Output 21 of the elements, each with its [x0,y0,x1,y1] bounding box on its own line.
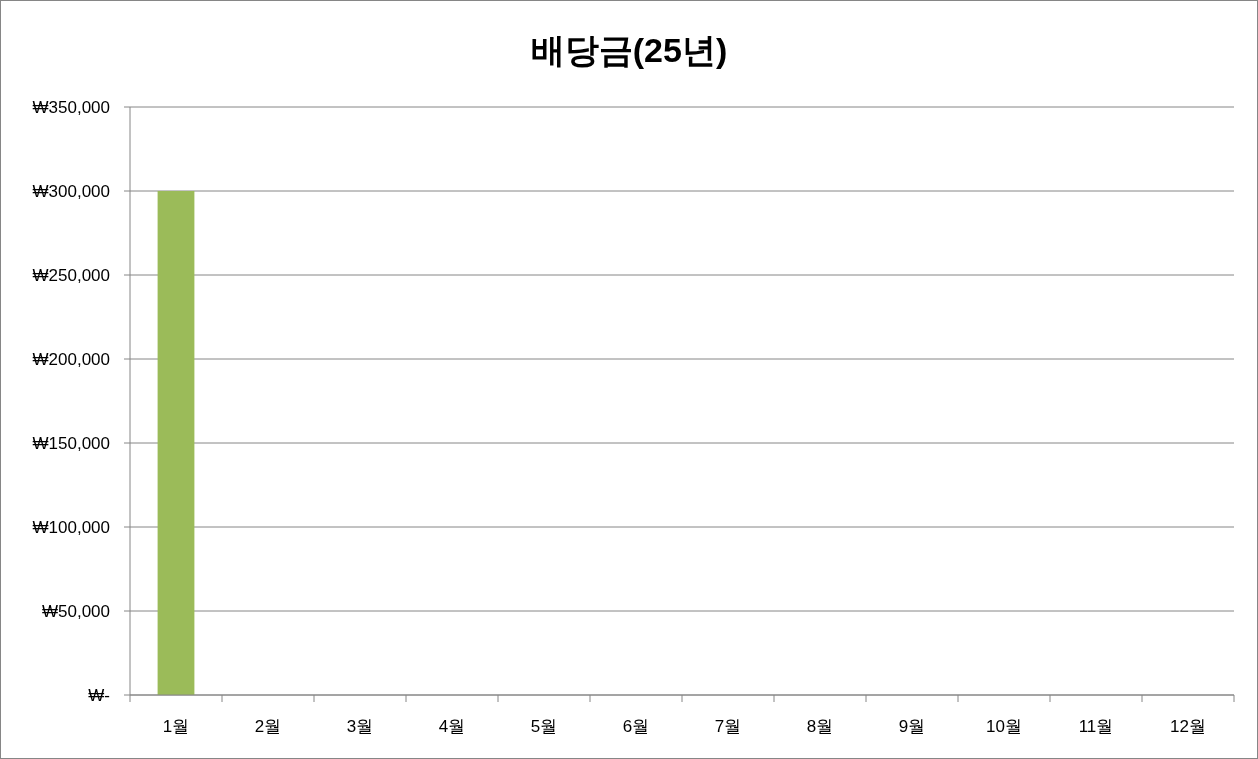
x-tick-label: 12월 [1170,717,1206,736]
y-tick-label: ₩350,000 [32,98,110,117]
y-tick-label: ₩100,000 [32,518,110,537]
y-tick-label: ₩50,000 [41,602,110,621]
y-tick-label: ₩300,000 [32,182,110,201]
x-tick-label: 9월 [898,717,926,736]
x-tick-label: 5월 [530,717,558,736]
y-tick-label: ₩- [88,686,110,705]
x-tick-label: 2월 [254,717,282,736]
y-tick-label: ₩250,000 [32,266,110,285]
x-tick-label: 4월 [438,717,466,736]
x-tick-label: 7월 [714,717,742,736]
x-tick-label: 10월 [986,717,1022,736]
x-tick-label: 3월 [346,717,374,736]
x-tick-label: 8월 [806,717,834,736]
x-tick-label: 1월 [162,717,190,736]
chart-title: 배당금(25년) [530,31,728,69]
x-tick-label: 11월 [1078,717,1114,736]
y-tick-label: ₩150,000 [32,434,110,453]
y-tick-label: ₩200,000 [32,350,110,369]
x-tick-label: 6월 [622,717,650,736]
